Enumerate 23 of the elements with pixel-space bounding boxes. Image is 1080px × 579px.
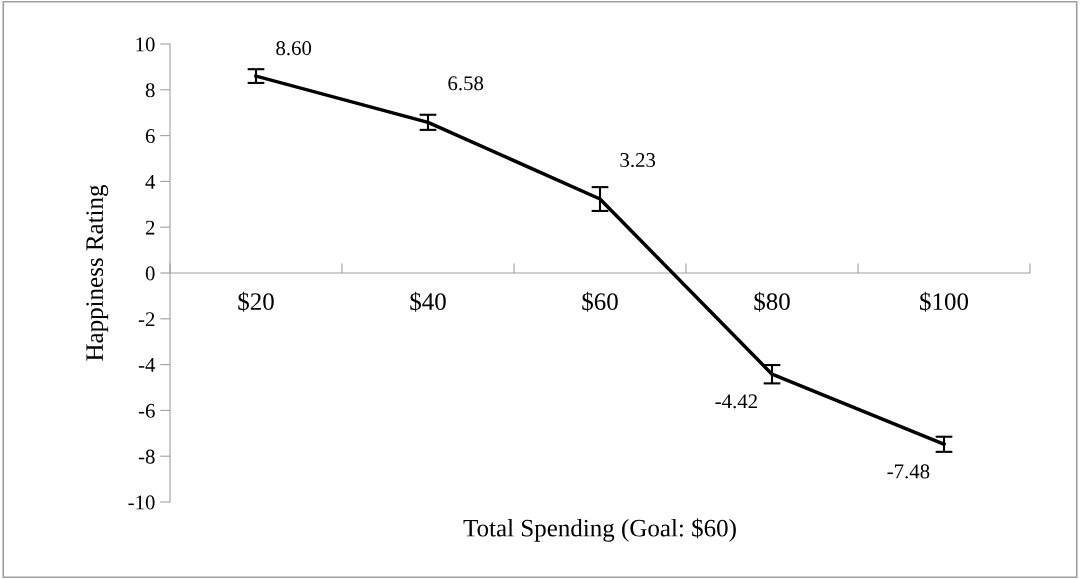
x-tick-label: $80 (754, 291, 790, 312)
y-tick-label: -10 (128, 495, 155, 510)
y-axis-title: Happiness Rating (86, 184, 109, 361)
x-axis-title: Total Spending (Goal: $60) (463, 518, 736, 542)
y-tick-label: 4 (145, 174, 156, 189)
y-tick-label: -6 (138, 403, 155, 418)
x-tick-label: $40 (410, 291, 446, 312)
y-tick-label: 0 (145, 266, 155, 281)
y-tick-label: -4 (138, 358, 156, 372)
data-label: 8.60 (276, 41, 312, 56)
y-tick-label: -8 (138, 449, 155, 464)
data-label: -4.42 (715, 394, 757, 409)
y-tick-label: 2 (145, 220, 155, 235)
x-tick-label: $60 (582, 291, 618, 312)
data-label: 3.23 (620, 153, 656, 168)
x-tick-label: $100 (920, 291, 969, 312)
y-tick-label: 6 (145, 129, 155, 144)
data-label: 6.58 (448, 76, 484, 91)
x-tick-label: $20 (238, 291, 274, 312)
y-tick-label: 8 (145, 83, 155, 98)
data-label: -7.48 (887, 464, 930, 479)
y-tick-label: 10 (136, 37, 155, 52)
y-tick-label: -2 (138, 312, 155, 327)
